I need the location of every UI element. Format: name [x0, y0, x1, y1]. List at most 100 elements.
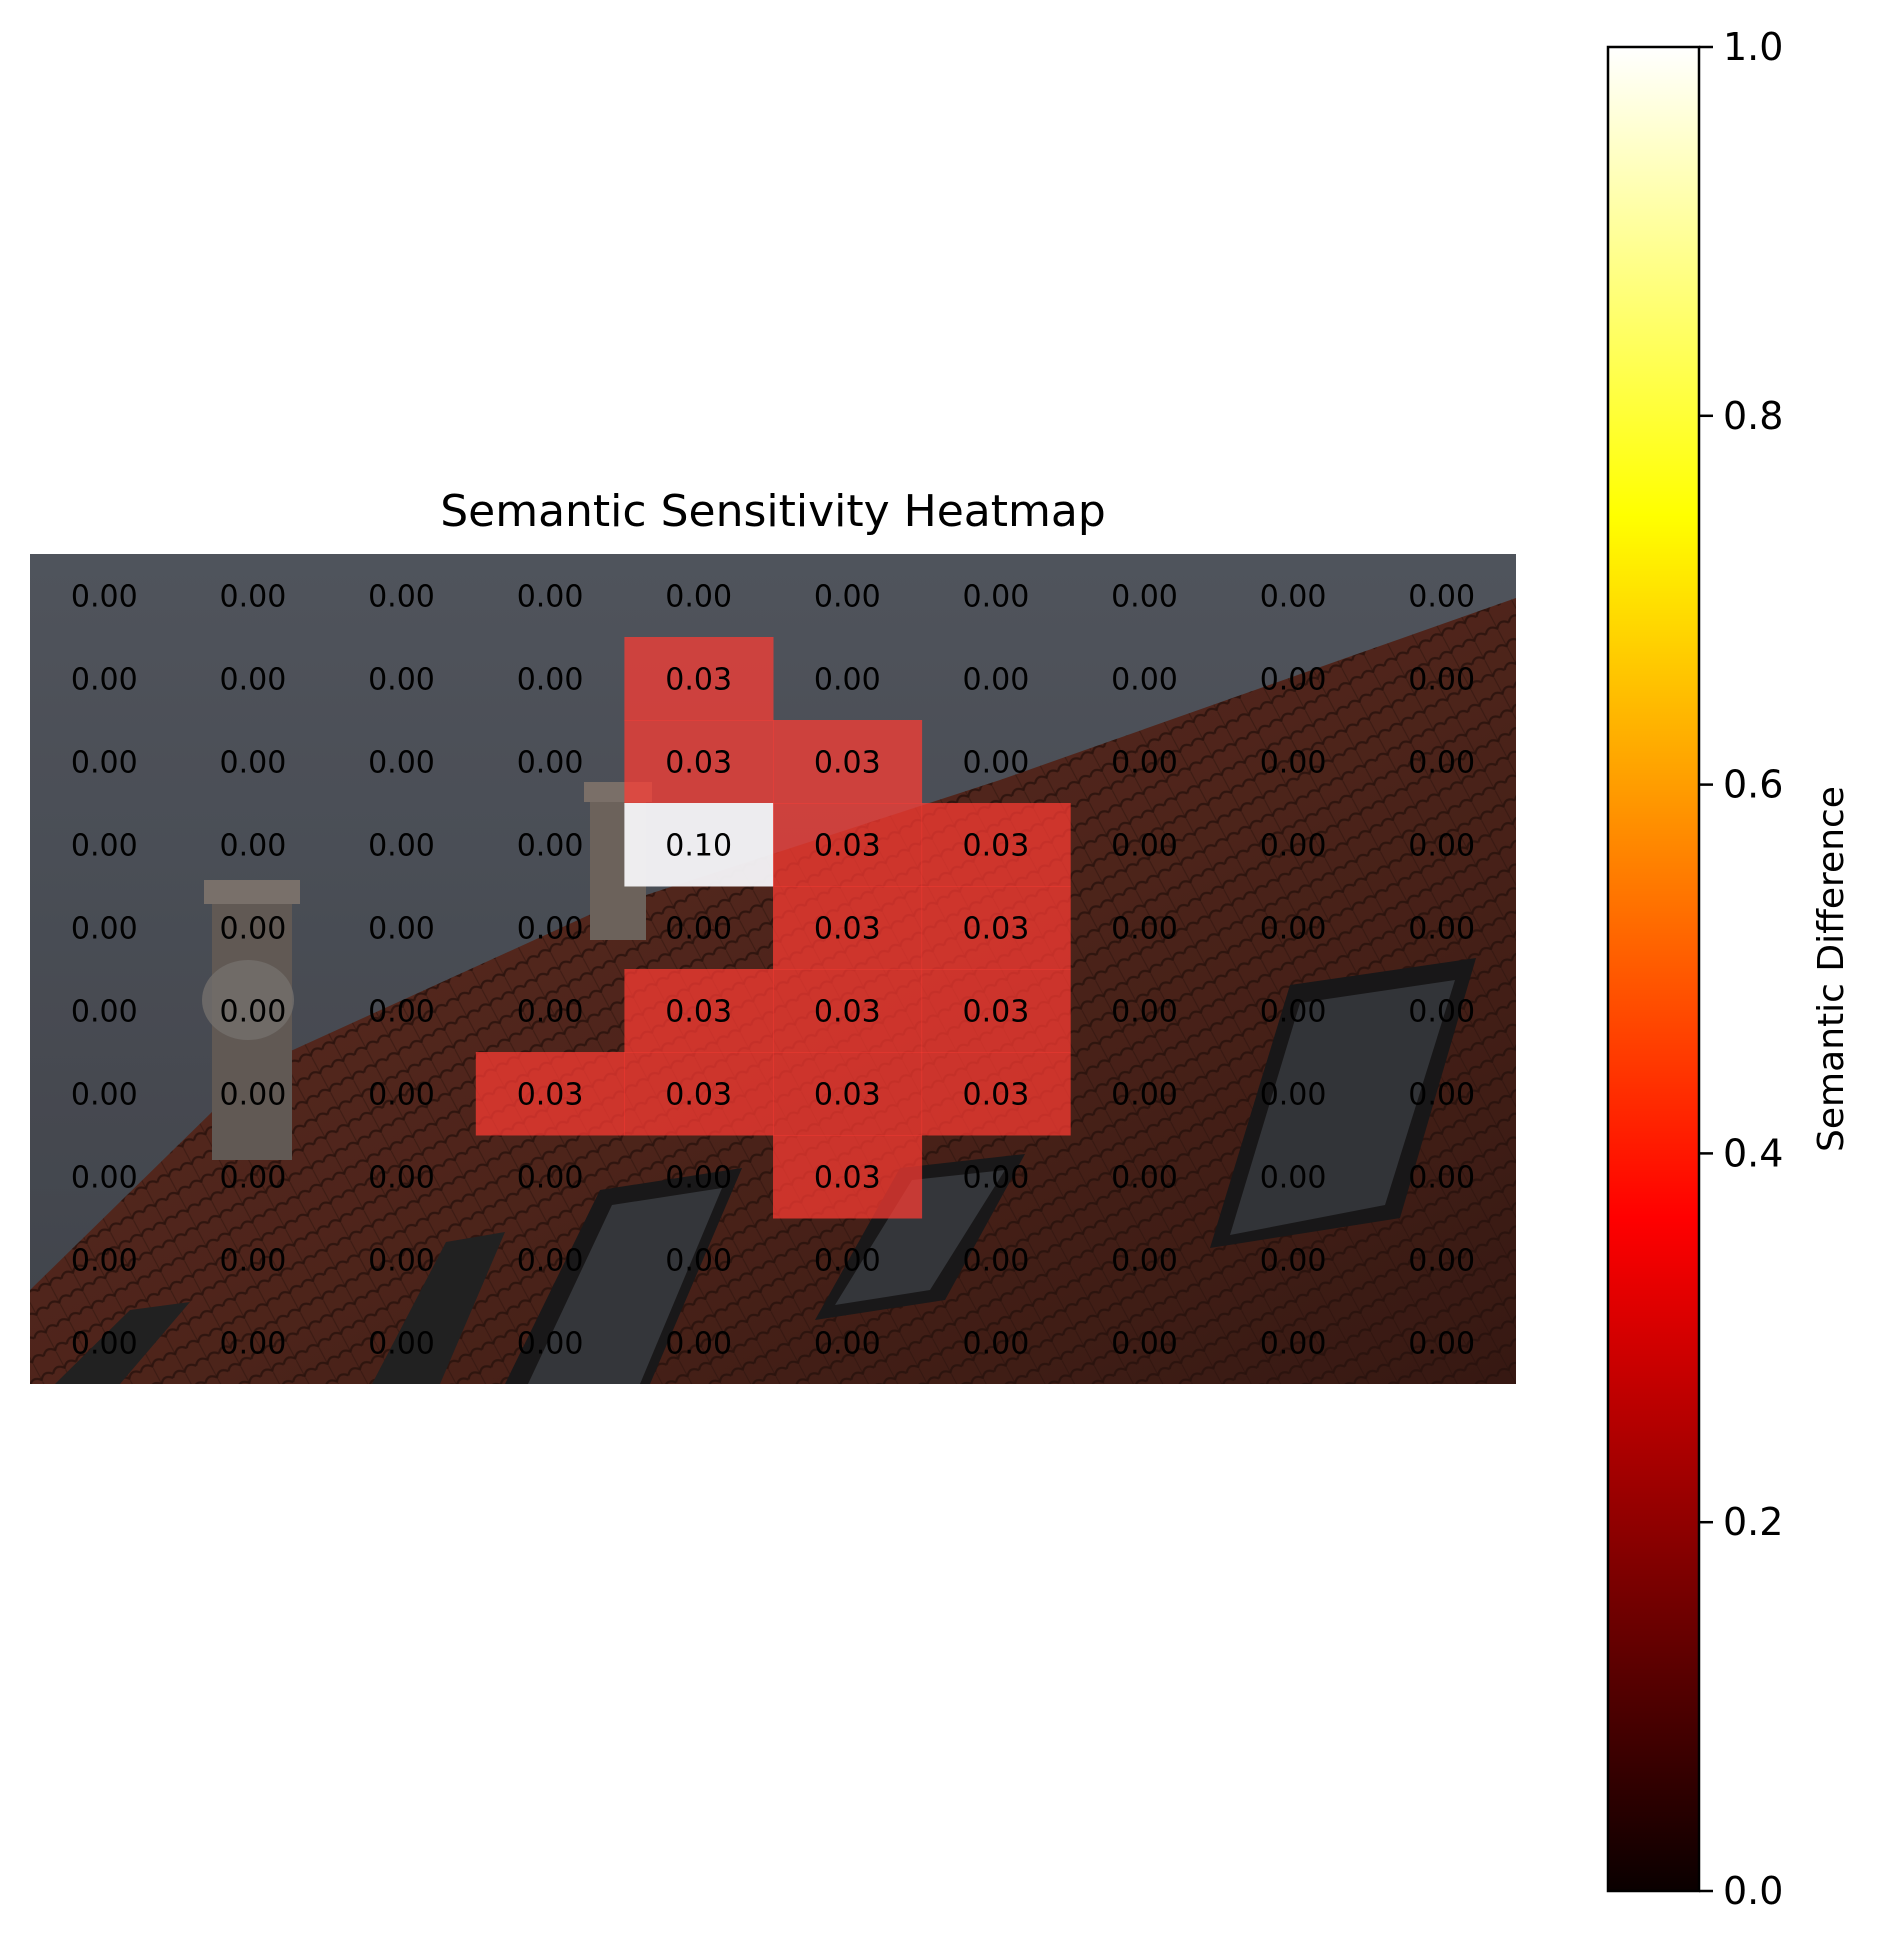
cell-value-label: 0.00 — [814, 1327, 881, 1362]
cell-value-label: 0.00 — [963, 1244, 1030, 1279]
colorbar: 0.0 0.2 0.4 0.6 0.8 1.0 Semantic Difference — [1606, 25, 1852, 1913]
cell-value-label: 0.00 — [1111, 1161, 1178, 1196]
cell-value-label: 0.03 — [963, 995, 1030, 1030]
cell-value-label: 0.00 — [1111, 1078, 1178, 1113]
cell-value-label: 0.00 — [1111, 580, 1178, 615]
colorbar-tick-label: 1.0 — [1723, 25, 1783, 69]
cell-value-label: 0.00 — [220, 1244, 287, 1279]
cell-value-label: 0.00 — [1408, 1161, 1475, 1196]
cell-value-label: 0.00 — [1260, 663, 1327, 698]
cell-value-label: 0.00 — [368, 995, 435, 1030]
cell-value-label: 0.00 — [963, 1161, 1030, 1196]
cell-value-label: 0.03 — [814, 995, 881, 1030]
cell-value-label: 0.00 — [517, 746, 584, 781]
heatmap-cell — [624, 637, 774, 721]
cell-value-label: 0.00 — [220, 912, 287, 947]
cell-value-label: 0.03 — [814, 912, 881, 947]
heatmap-cell — [921, 1052, 1071, 1136]
cell-value-label: 0.03 — [665, 995, 732, 1030]
cell-value-label: 0.00 — [517, 580, 584, 615]
cell-value-label: 0.00 — [220, 829, 287, 864]
cell-value-label: 0.00 — [71, 746, 138, 781]
cell-value-label: 0.00 — [963, 580, 1030, 615]
cell-value-label: 0.00 — [1260, 1078, 1327, 1113]
cell-value-label: 0.00 — [368, 746, 435, 781]
cell-value-label: 0.00 — [71, 829, 138, 864]
cell-value-label: 0.00 — [517, 995, 584, 1030]
cell-value-label: 0.00 — [71, 1244, 138, 1279]
cell-value-label: 0.00 — [665, 1327, 732, 1362]
cell-value-label: 0.00 — [1408, 829, 1475, 864]
cell-value-label: 0.00 — [1408, 1078, 1475, 1113]
cell-value-label: 0.00 — [1408, 1327, 1475, 1362]
heatmap-cell — [921, 969, 1071, 1053]
cell-value-label: 0.00 — [1260, 1327, 1327, 1362]
cell-value-label: 0.03 — [814, 829, 881, 864]
cell-value-label: 0.00 — [71, 995, 138, 1030]
cell-value-label: 0.00 — [814, 663, 881, 698]
cell-value-label: 0.00 — [1260, 1161, 1327, 1196]
cell-value-label: 0.03 — [814, 1161, 881, 1196]
cell-value-label: 0.00 — [1111, 829, 1178, 864]
cell-value-label: 0.00 — [1408, 995, 1475, 1030]
cell-value-label: 0.03 — [517, 1078, 584, 1113]
heatmap-cell — [624, 1052, 774, 1136]
cell-value-label: 0.00 — [517, 1327, 584, 1362]
cell-value-label: 0.00 — [814, 580, 881, 615]
cell-value-label: 0.00 — [220, 995, 287, 1030]
cell-value-label: 0.00 — [1111, 1327, 1178, 1362]
cell-value-label: 0.00 — [665, 1244, 732, 1279]
heatmap-cell — [624, 969, 774, 1053]
heatmap-cell — [475, 1052, 625, 1136]
cell-value-label: 0.00 — [71, 1161, 138, 1196]
cell-value-label: 0.00 — [517, 663, 584, 698]
cell-value-label: 0.00 — [71, 1078, 138, 1113]
cell-value-label: 0.00 — [220, 580, 287, 615]
cell-value-label: 0.00 — [665, 912, 732, 947]
cell-value-label: 0.00 — [1408, 663, 1475, 698]
cell-value-label: 0.00 — [220, 663, 287, 698]
heatmap-cell — [921, 886, 1071, 970]
cell-value-label: 0.00 — [71, 912, 138, 947]
cell-value-label: 0.00 — [368, 829, 435, 864]
cell-value-label: 0.03 — [963, 829, 1030, 864]
cell-value-label: 0.00 — [71, 1327, 138, 1362]
cell-value-label: 0.00 — [814, 1244, 881, 1279]
heatmap-cell — [921, 803, 1071, 887]
cell-value-label: 0.00 — [71, 663, 138, 698]
colorbar-tick-label: 0.8 — [1723, 394, 1783, 438]
cell-value-label: 0.00 — [1408, 912, 1475, 947]
cell-value-label: 0.00 — [368, 580, 435, 615]
heatmap-cell — [773, 803, 923, 887]
cell-value-label: 0.00 — [1111, 1244, 1178, 1279]
colorbar-tick-label: 0.4 — [1723, 1131, 1783, 1175]
cell-value-label: 0.00 — [1111, 663, 1178, 698]
colorbar-ticks: 0.0 0.2 0.4 0.6 0.8 1.0 — [1699, 25, 1783, 1913]
cell-value-label: 0.00 — [1260, 829, 1327, 864]
cell-value-label: 0.03 — [814, 1078, 881, 1113]
heatmap-cell — [773, 1052, 923, 1136]
cell-value-label: 0.00 — [368, 1078, 435, 1113]
cell-value-label: 0.10 — [665, 829, 732, 864]
cell-value-label: 0.03 — [963, 912, 1030, 947]
cell-value-label: 0.00 — [220, 1327, 287, 1362]
cell-value-label: 0.00 — [1408, 580, 1475, 615]
cell-value-label: 0.03 — [665, 663, 732, 698]
cell-value-label: 0.00 — [963, 746, 1030, 781]
cell-value-label: 0.00 — [1260, 912, 1327, 947]
cell-value-label: 0.00 — [1408, 1244, 1475, 1279]
cell-value-label: 0.00 — [1260, 746, 1327, 781]
heatmap-cell — [773, 1135, 923, 1219]
colorbar-tick-label: 0.6 — [1723, 763, 1783, 807]
cell-value-label: 0.00 — [71, 580, 138, 615]
heatmap-cell — [773, 969, 923, 1053]
cell-value-label: 0.00 — [517, 1244, 584, 1279]
cell-value-label: 0.00 — [220, 746, 287, 781]
heatmap-cell — [624, 803, 774, 887]
cell-value-label: 0.03 — [665, 746, 732, 781]
cell-value-label: 0.00 — [220, 1078, 287, 1113]
cell-value-label: 0.00 — [1260, 995, 1327, 1030]
cell-value-label: 0.00 — [1260, 1244, 1327, 1279]
cell-value-label: 0.03 — [665, 1078, 732, 1113]
